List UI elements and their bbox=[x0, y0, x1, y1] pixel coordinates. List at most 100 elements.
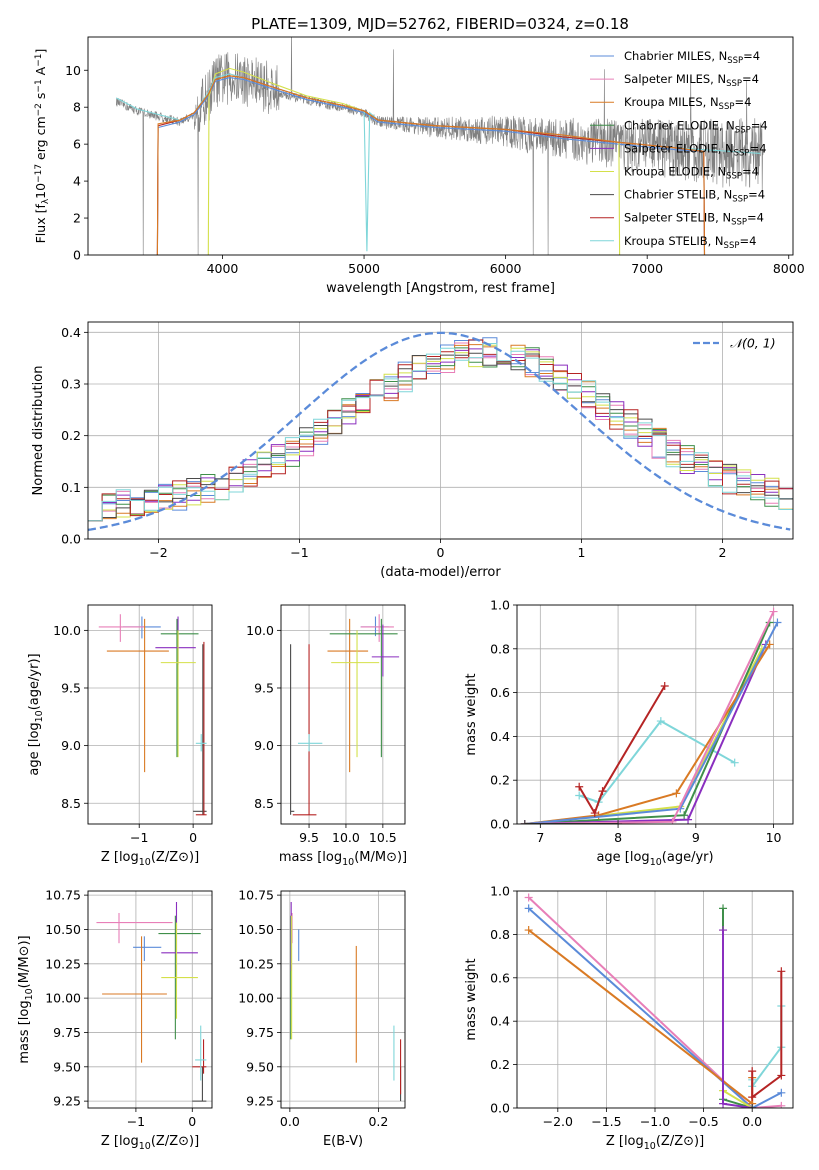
series-marker-kroupa-stelib bbox=[575, 791, 584, 800]
y-tick-label: 0.1 bbox=[61, 480, 81, 495]
x-axis-label: Z [log10(Z/Z⊙)] bbox=[101, 850, 199, 868]
y-axis-label-part: A bbox=[33, 66, 48, 79]
series-marker-salpeter-stelib bbox=[660, 682, 669, 691]
series-marker-salpeter-stelib bbox=[748, 1093, 757, 1102]
y-axis-label-main: age [log bbox=[27, 722, 42, 775]
axes-spectrum: 4000 5000 6000 7000 8000 0 2 4 6 8 10 Chabrier MILE… bbox=[33, 36, 805, 296]
legend-label-chabrier-miles: Chabrier MILES, NSSP=4 bbox=[624, 49, 760, 66]
x-tick-label: 2 bbox=[719, 545, 727, 560]
y-axis-label: age [log10(age/yr)] bbox=[27, 653, 45, 775]
x-tick-label: 9 bbox=[692, 830, 700, 845]
y-tick-label: 10.75 bbox=[238, 888, 274, 903]
series-marker-salpeter-elodie bbox=[719, 1099, 728, 1108]
y-tick-label: 9.75 bbox=[246, 1025, 274, 1040]
x-tick-label: 5000 bbox=[348, 261, 380, 276]
x-axis-label-tail: (age/yr) bbox=[662, 850, 714, 865]
x-axis-label: (data-model)/error bbox=[380, 565, 501, 580]
series-marker-chabrier-miles bbox=[524, 904, 533, 913]
legend-label-sub: SSP bbox=[726, 79, 742, 89]
y-tick-label: 9.75 bbox=[53, 1025, 81, 1040]
plot-area-spectrum bbox=[116, 37, 764, 255]
y-tick-label: 10.25 bbox=[238, 956, 274, 971]
y-tick-label: 0.2 bbox=[490, 773, 510, 788]
legend-label-sub: SSP bbox=[727, 56, 743, 66]
series-marker-kroupa-miles bbox=[672, 789, 681, 798]
legend-label-tail: =4 bbox=[734, 95, 751, 109]
histogram-kroupa-stelib bbox=[88, 343, 793, 522]
y-tick-label: 9.0 bbox=[61, 738, 81, 753]
y-axis-label-part: 10 bbox=[33, 183, 48, 199]
x-tick-label: 0.0 bbox=[742, 1114, 762, 1129]
histogram-kroupa-miles bbox=[88, 344, 793, 522]
x-tick-label: 0.0 bbox=[280, 1114, 300, 1129]
x-axis-label: E(B-V) bbox=[323, 1134, 363, 1149]
series-marker-chabrier-stelib bbox=[614, 820, 623, 824]
series-line-chabrier-miles bbox=[524, 622, 779, 824]
y-axis-label-part: −1 bbox=[34, 79, 44, 92]
y-tick-label: 9.25 bbox=[53, 1094, 81, 1109]
x-axis-label-main: E(B-V) bbox=[323, 1134, 363, 1149]
series-line-kroupa-stelib bbox=[751, 1006, 783, 1090]
x-tick-label: −1 bbox=[127, 1114, 145, 1129]
y-tick-label: 0.8 bbox=[490, 927, 510, 942]
legend-label-chabrier-elodie: Chabrier ELODIE, NSSP=4 bbox=[624, 118, 768, 135]
y-tick-label: 10 bbox=[65, 63, 81, 78]
legend-label-main: Chabrier MILES, N bbox=[624, 49, 727, 63]
x-tick-label: −0.5 bbox=[688, 1114, 718, 1129]
y-axis-label-part: ] bbox=[33, 49, 48, 54]
y-tick-label: 0.0 bbox=[61, 532, 81, 547]
x-axis-label: wavelength [Angstrom, rest frame] bbox=[326, 281, 555, 296]
series-marker-salpeter-miles bbox=[777, 1101, 786, 1108]
axes-mass_vs_ebv: 0.0 0.2 9.25 9.50 9.75 10.00 10.25 10.50 10.75 E(… bbox=[238, 888, 406, 1149]
series-line-salpeter-miles bbox=[528, 896, 782, 1108]
y-axis-label: mass weight bbox=[464, 958, 479, 1040]
y-tick-label: 6 bbox=[73, 137, 81, 152]
y-axis-label-part: λ bbox=[41, 198, 51, 204]
axes-frame bbox=[87, 604, 213, 825]
y-axis-label-part: s bbox=[33, 93, 48, 104]
series-line-kroupa-stelib bbox=[578, 719, 736, 804]
y-axis-label-main: mass weight bbox=[464, 673, 479, 755]
legend-label-salpeter-stelib: Salpeter STELIB, NSSP=4 bbox=[624, 211, 764, 228]
axes-frame bbox=[87, 36, 794, 256]
x-tick-label: 6000 bbox=[490, 261, 522, 276]
y-tick-label: 9.25 bbox=[246, 1094, 274, 1109]
histogram-chabrier-elodie bbox=[88, 347, 793, 522]
legend-label-salpeter-miles: Salpeter MILES, NSSP=4 bbox=[624, 72, 759, 89]
x-tick-label: −1.0 bbox=[640, 1114, 670, 1129]
x-axis-label: age [log10(age/yr) bbox=[596, 850, 713, 868]
y-axis-label-main: mass [log bbox=[17, 1000, 32, 1063]
series-line-salpeter-miles bbox=[524, 611, 775, 824]
x-tick-label: −1 bbox=[130, 830, 148, 845]
x-axis-label-sub: 10 bbox=[342, 857, 354, 868]
legend-label-kroupa-elodie: Kroupa ELODIE, NSSP=4 bbox=[624, 165, 759, 182]
histogram-kroupa-elodie bbox=[88, 344, 793, 522]
x-axis-label-tail: (Z/Z⊙)] bbox=[151, 1134, 199, 1149]
legend-label-tail: =4 bbox=[743, 49, 760, 63]
plot-area-mass_weight_vs_Z bbox=[517, 891, 793, 1108]
series-line-salpeter-elodie bbox=[722, 930, 753, 1108]
x-axis-label-sub: 10 bbox=[139, 1141, 151, 1152]
x-tick-label: −1 bbox=[290, 545, 308, 560]
figure-title: PLATE=1309, MJD=52762, FIBERID=0324, z=0… bbox=[251, 15, 629, 33]
x-tick-label: −2 bbox=[149, 545, 167, 560]
series-line-chabrier-elodie bbox=[524, 622, 771, 824]
axes-frame bbox=[87, 890, 213, 1109]
y-axis-label-tail: (age/yr)] bbox=[27, 653, 42, 710]
y-axis-label-part: −2 bbox=[34, 103, 44, 116]
legend-label-tail: =4 bbox=[747, 211, 764, 225]
model-line-kroupa-miles bbox=[156, 75, 706, 255]
axes-age_vs_Z: −1 08.59.09.510.0Z [log10(Z/Z⊙)]age [log1… bbox=[27, 604, 213, 868]
y-tick-label: 10.50 bbox=[238, 922, 274, 937]
y-axis-label: mass weight bbox=[464, 673, 479, 755]
x-axis-label-tail: (M/M⊙)] bbox=[354, 850, 407, 865]
y-axis-label-tail: (M/M⊙)] bbox=[17, 935, 32, 988]
x-axis-label: Z [log10(Z/Z⊙)] bbox=[606, 1134, 704, 1152]
y-tick-label: 4 bbox=[73, 174, 81, 189]
y-axis-label: Flux [fλ10−17 erg cm−2 s−1 A−1] bbox=[33, 49, 51, 244]
x-tick-label: 10 bbox=[766, 830, 782, 845]
y-tick-label: 9.50 bbox=[246, 1059, 274, 1074]
model-line-salpeter-stelib bbox=[156, 75, 706, 255]
axes-frame bbox=[516, 604, 794, 825]
series-marker-salpeter-miles bbox=[524, 893, 533, 902]
